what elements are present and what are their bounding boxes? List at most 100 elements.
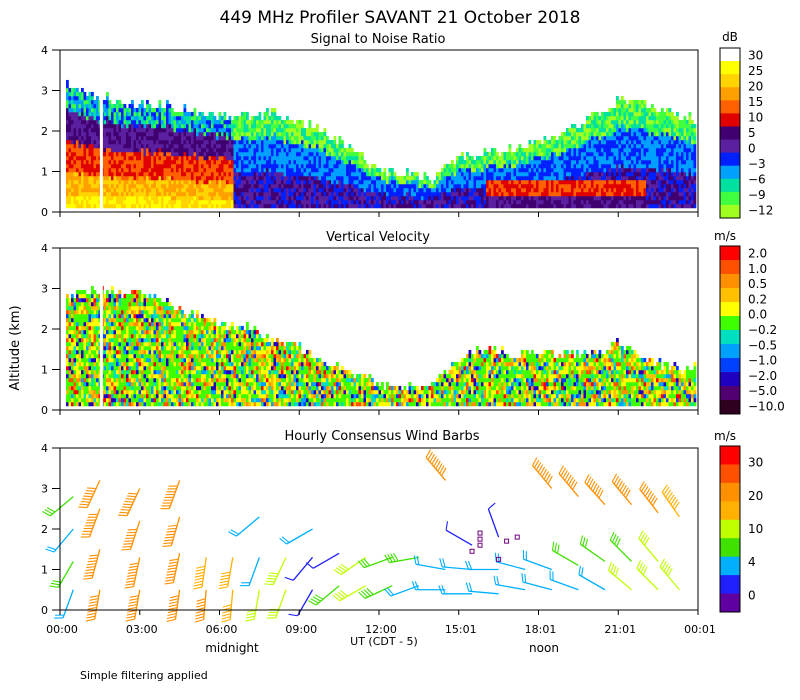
heat-cell	[108, 99, 112, 105]
heat-cell	[266, 203, 269, 209]
heat-cell	[183, 139, 187, 145]
heat-cell	[288, 195, 292, 201]
heat-cell	[551, 163, 554, 169]
heat-cell	[408, 183, 412, 189]
heat-cell	[76, 123, 79, 129]
heat-cell	[486, 175, 489, 181]
heat-cell	[401, 179, 404, 185]
heat-cell	[268, 199, 272, 205]
heat-cell	[83, 139, 87, 145]
heat-cell	[143, 195, 147, 201]
heat-cell	[491, 199, 494, 205]
heat-cell	[191, 191, 194, 197]
heat-cell	[421, 191, 424, 197]
heat-cell	[121, 107, 124, 113]
heat-cell	[138, 187, 142, 193]
heat-cell	[598, 123, 602, 129]
heat-cell	[506, 151, 509, 157]
heat-cell	[238, 163, 242, 169]
heat-cell	[548, 191, 552, 197]
heat-cell	[551, 151, 554, 157]
heat-cell	[348, 191, 352, 197]
heat-cell	[131, 183, 134, 189]
heat-cell	[508, 147, 512, 153]
heat-cell	[308, 123, 312, 129]
heat-cell	[626, 147, 629, 153]
heat-cell	[111, 139, 114, 145]
heat-cell	[316, 163, 319, 169]
heat-cell	[676, 147, 679, 153]
heat-cell	[586, 199, 589, 205]
heat-cell	[576, 191, 579, 197]
heat-cell	[193, 151, 197, 157]
heat-cell	[518, 155, 522, 161]
heat-cell	[376, 175, 379, 181]
heat-cell	[78, 191, 82, 197]
heat-cell	[103, 191, 107, 197]
heat-cell	[436, 187, 439, 193]
heat-cell	[543, 155, 547, 161]
heat-cell	[246, 199, 249, 205]
heat-cell	[551, 167, 554, 173]
heat-cell	[381, 175, 384, 181]
heat-cell	[308, 183, 312, 189]
heat-cell	[466, 175, 469, 181]
heat-cell	[186, 131, 189, 137]
heat-cell	[193, 131, 197, 137]
heat-cell	[188, 119, 192, 125]
heat-cell	[83, 159, 87, 165]
heat-cell	[633, 187, 637, 193]
heat-cell	[206, 159, 209, 165]
heat-cell	[231, 119, 234, 125]
heat-cell	[523, 183, 527, 189]
heat-cell	[218, 127, 222, 133]
heat-cell	[618, 199, 622, 205]
heat-cell	[133, 115, 137, 121]
heat-cell	[73, 163, 77, 169]
heat-cell	[478, 155, 482, 161]
heat-cell	[678, 183, 682, 189]
heat-cell	[451, 195, 454, 201]
heat-cell	[656, 195, 659, 201]
heat-cell	[126, 131, 129, 137]
heat-cell	[316, 135, 319, 141]
heat-cell	[638, 139, 642, 145]
heat-cell	[228, 131, 232, 137]
heat-cell	[173, 115, 177, 121]
heat-cell	[226, 203, 229, 209]
heat-cell	[76, 111, 79, 117]
heat-cell	[611, 175, 614, 181]
heat-cell	[131, 171, 134, 177]
heat-cell	[468, 159, 472, 165]
heat-cell	[538, 175, 542, 181]
heat-cell	[666, 155, 669, 161]
heat-cell	[73, 171, 77, 177]
heat-cell	[616, 163, 619, 169]
heat-cell	[576, 155, 579, 161]
heat-cell	[641, 159, 644, 165]
heat-cell	[493, 163, 497, 169]
heat-cell	[116, 163, 119, 169]
heat-cell	[181, 179, 184, 185]
heat-cell	[471, 179, 474, 185]
heat-cell	[143, 139, 147, 145]
heat-cell	[391, 191, 394, 197]
heat-cell	[286, 151, 289, 157]
heat-cell	[183, 127, 187, 133]
heat-cell	[568, 195, 572, 201]
heat-cell	[646, 139, 649, 145]
heat-cell	[158, 203, 162, 209]
heat-cell	[248, 143, 252, 149]
heat-cell	[353, 183, 357, 189]
heat-cell	[671, 167, 674, 173]
heat-cell	[516, 199, 519, 205]
heat-cell	[341, 191, 344, 197]
heat-cell	[678, 163, 682, 169]
heat-cell	[381, 171, 384, 177]
heat-cell	[466, 171, 469, 177]
heat-cell	[411, 191, 414, 197]
heat-cell	[278, 151, 282, 157]
heat-cell	[633, 203, 637, 209]
heat-cell	[666, 123, 669, 129]
heat-cell	[306, 187, 309, 193]
